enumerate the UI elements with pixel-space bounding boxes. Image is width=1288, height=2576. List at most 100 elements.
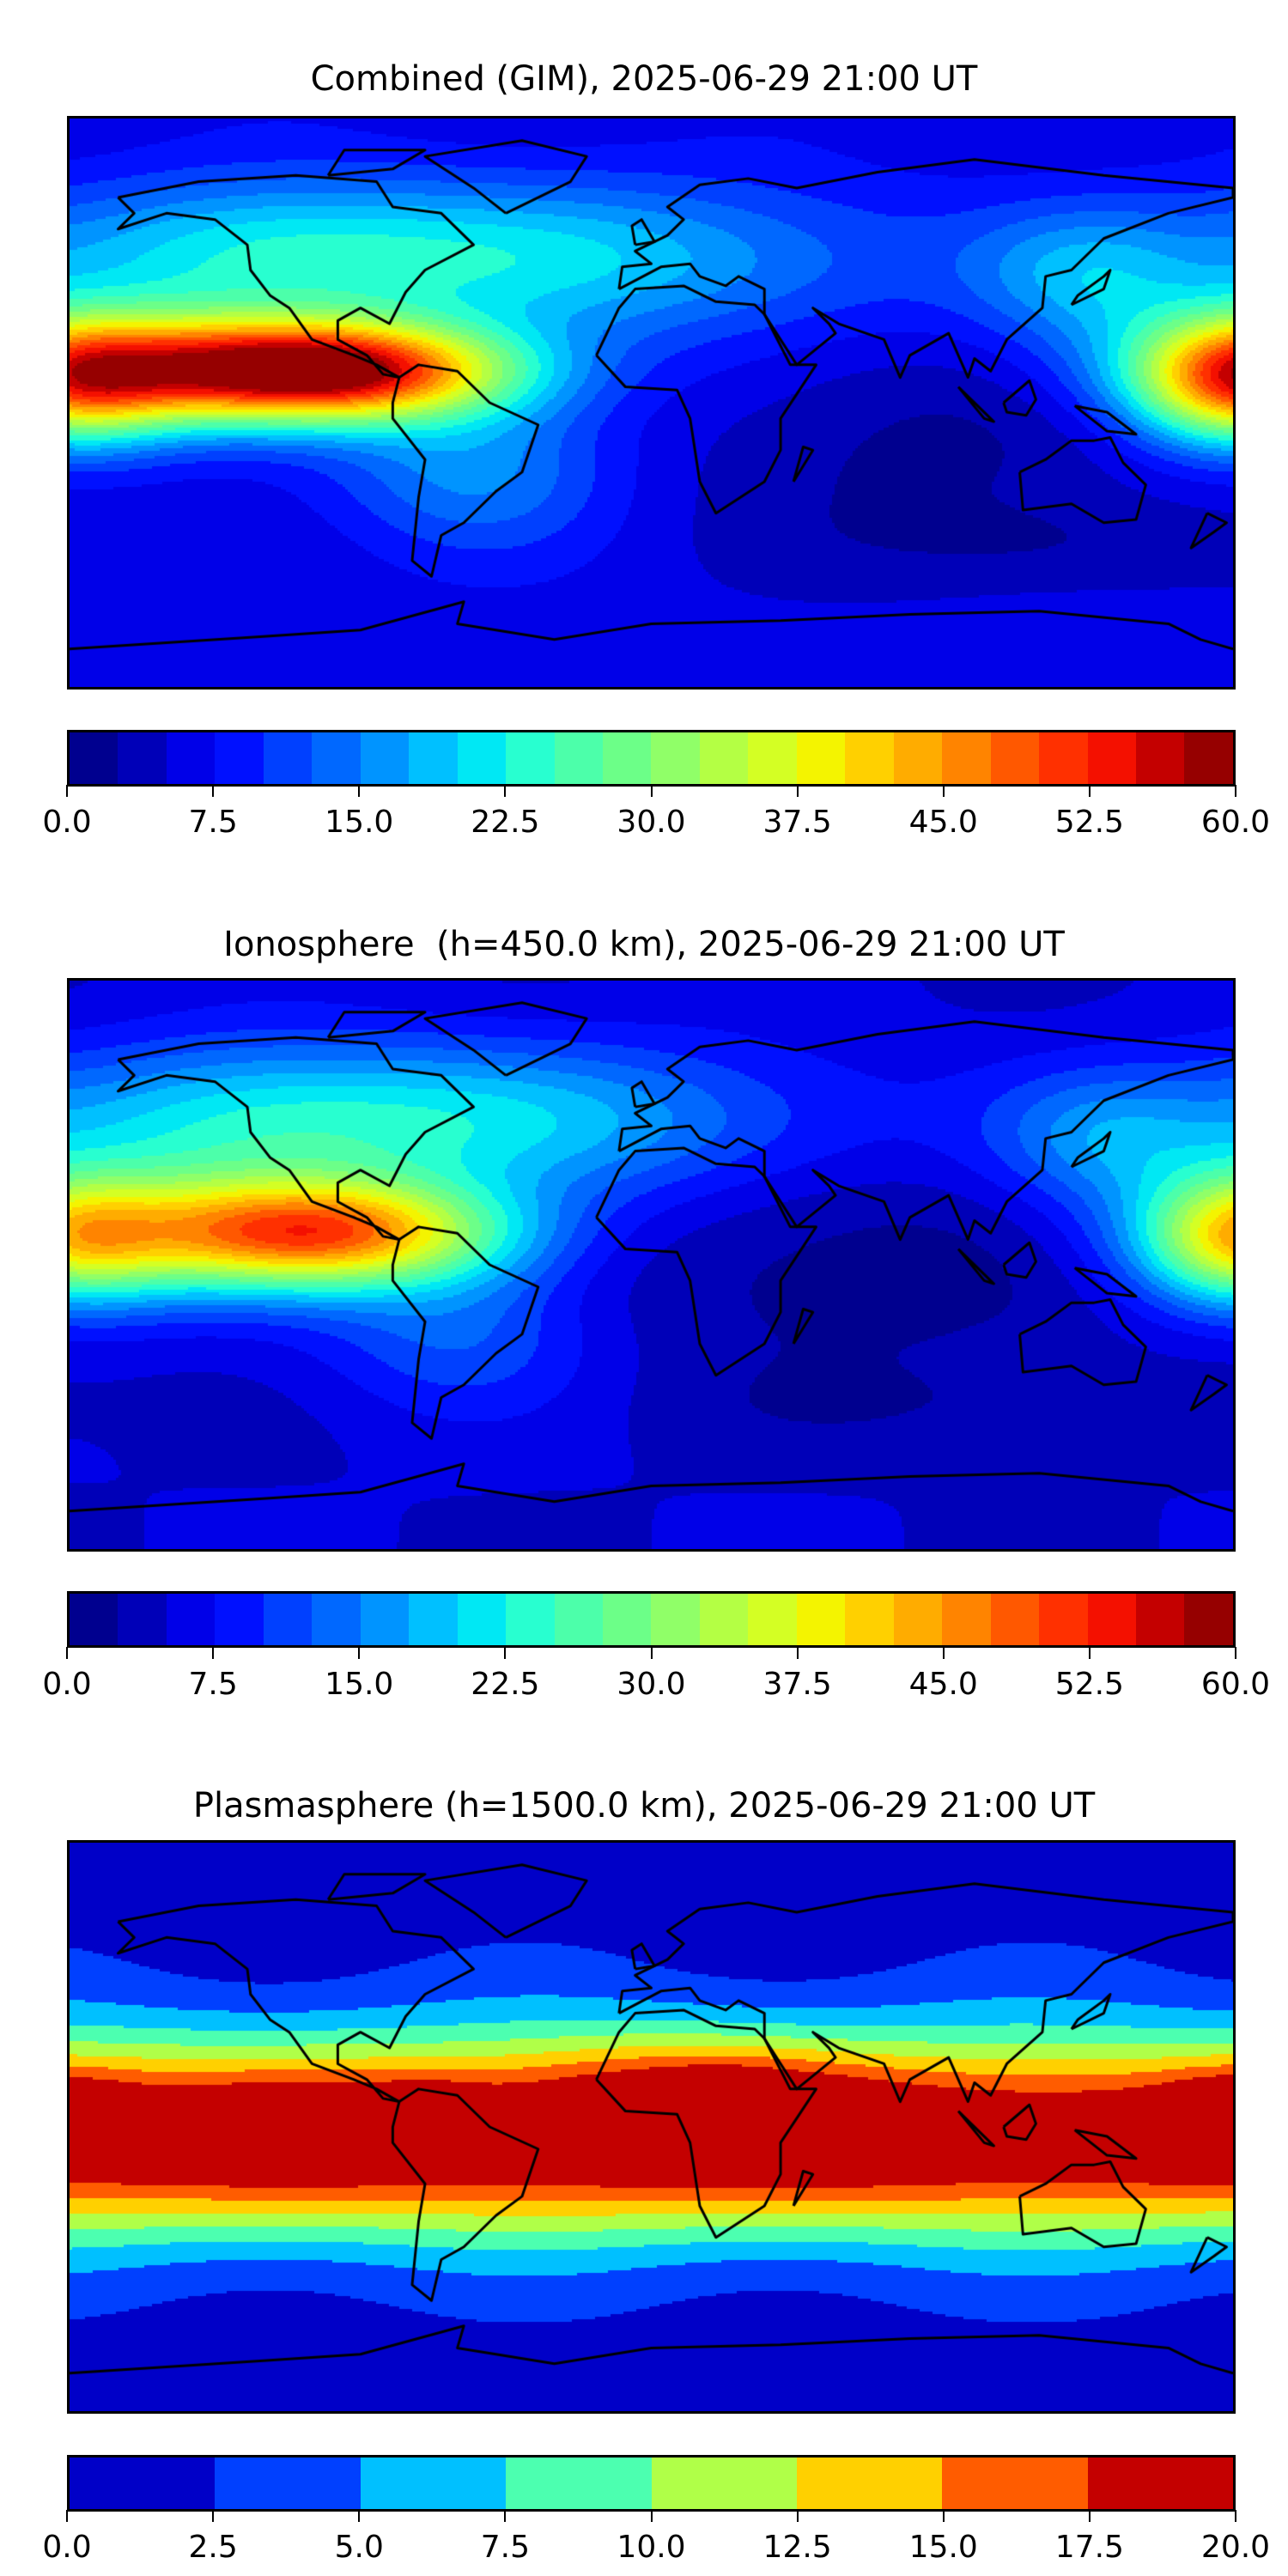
colorbar-tick-mark <box>358 785 361 797</box>
colorbar-segment <box>1087 732 1136 784</box>
plasmasphere-colorbar-ticks: 0.0 2.5 5.0 7.5 10.0 12.5 15.0 17.5 20.0 <box>42 2510 1270 2570</box>
colorbar-segment <box>215 2458 361 2509</box>
colorbar-segment <box>651 1594 700 1645</box>
colorbar-tick-mark <box>66 1647 68 1659</box>
colorbar-segment <box>942 1594 991 1645</box>
colorbar-segment <box>409 732 458 784</box>
colorbar-tick-label: 0.0 <box>42 1667 92 1702</box>
colorbar-segment <box>118 732 167 784</box>
colorbar-tick-mark <box>504 1647 507 1659</box>
colorbar-segment <box>942 732 991 784</box>
combined-colorbar-ticks: 0.0 7.5 15.0 22.5 30.0 37.5 45.0 52.5 60.0 <box>42 785 1270 845</box>
ionosphere-colorbar <box>67 1591 1236 1648</box>
colorbar-segment <box>651 2458 797 2509</box>
colorbar-tick-label: 17.5 <box>1054 2530 1124 2565</box>
colorbar-tick-label: 5.0 <box>334 2530 384 2565</box>
colorbar-tick-label: 52.5 <box>1054 805 1124 840</box>
colorbar-tick-mark <box>504 2510 507 2522</box>
colorbar-tick-mark <box>1088 2510 1091 2522</box>
colorbar-tick-mark <box>1088 1647 1091 1659</box>
colorbar-segment <box>942 2458 1088 2509</box>
colorbar-segment <box>990 1594 1040 1645</box>
colorbar-tick-label: 7.5 <box>188 805 238 840</box>
colorbar-segment <box>699 732 749 784</box>
colorbar-segment <box>70 2458 216 2509</box>
colorbar-tick-label: 37.5 <box>762 1667 832 1702</box>
colorbar-segment <box>360 1594 410 1645</box>
colorbar-segment <box>215 732 264 784</box>
colorbar-segment <box>748 1594 797 1645</box>
colorbar-segment <box>457 732 507 784</box>
colorbar-segment <box>796 732 846 784</box>
colorbar-segment <box>166 1594 216 1645</box>
colorbar-tick-mark <box>212 2510 215 2522</box>
colorbar-segment <box>1087 1594 1136 1645</box>
colorbar-tick-label: 15.0 <box>325 805 394 840</box>
colorbar-tick-label: 7.5 <box>480 2530 531 2565</box>
ionosphere-map <box>67 978 1236 1552</box>
colorbar-tick-mark <box>212 785 215 797</box>
colorbar-tick-label: 12.5 <box>762 2530 832 2565</box>
colorbar-tick-mark <box>504 785 507 797</box>
combined-contour-plot <box>70 118 1233 687</box>
colorbar-tick-label: 7.5 <box>188 1667 238 1702</box>
colorbar-tick-mark <box>66 2510 68 2522</box>
ionosphere-title: Ionosphere (h=450.0 km), 2025-06-29 21:0… <box>223 925 1065 964</box>
plasmasphere-colorbar <box>67 2455 1236 2512</box>
colorbar-tick-label: 30.0 <box>617 1667 686 1702</box>
colorbar-segment <box>312 732 361 784</box>
colorbar-tick-mark <box>1235 2510 1236 2522</box>
colorbar-segment <box>845 732 894 784</box>
combined-colorbar <box>67 730 1236 787</box>
colorbar-tick-label: 60.0 <box>1200 805 1271 840</box>
plasmasphere-contour-plot <box>70 1843 1233 2411</box>
colorbar-segment <box>1039 1594 1088 1645</box>
colorbar-segment <box>166 732 216 784</box>
colorbar-tick-mark <box>358 1647 361 1659</box>
colorbar-tick-label: 45.0 <box>908 805 978 840</box>
colorbar-segment <box>70 1594 118 1645</box>
colorbar-segment <box>1184 732 1233 784</box>
colorbar-tick-label: 0.0 <box>42 2530 92 2565</box>
colorbar-segment <box>360 2458 507 2509</box>
colorbar-segment <box>796 2458 943 2509</box>
colorbar-tick-mark <box>66 785 68 797</box>
colorbar-tick-label: 22.5 <box>471 805 540 840</box>
colorbar-tick-mark <box>796 1647 799 1659</box>
colorbar-tick-label: 20.0 <box>1200 2530 1271 2565</box>
colorbar-segment <box>215 1594 264 1645</box>
colorbar-segment <box>1135 732 1185 784</box>
colorbar-tick-label: 60.0 <box>1200 1667 1271 1702</box>
colorbar-tick-mark <box>1235 1647 1236 1659</box>
colorbar-segment <box>1039 732 1088 784</box>
colorbar-segment <box>602 732 652 784</box>
colorbar-tick-mark <box>1088 785 1091 797</box>
colorbar-tick-label: 37.5 <box>762 805 832 840</box>
colorbar-segment <box>796 1594 846 1645</box>
colorbar-segment <box>506 1594 555 1645</box>
colorbar-segment <box>118 1594 167 1645</box>
colorbar-tick-label: 30.0 <box>617 805 686 840</box>
colorbar-tick-mark <box>212 1647 215 1659</box>
colorbar-tick-mark <box>796 2510 799 2522</box>
colorbar-segment <box>699 1594 749 1645</box>
colorbar-segment <box>990 732 1040 784</box>
colorbar-segment <box>457 1594 507 1645</box>
colorbar-segment <box>651 732 700 784</box>
colorbar-segment <box>893 1594 943 1645</box>
colorbar-tick-label: 0.0 <box>42 805 92 840</box>
colorbar-tick-mark <box>650 1647 653 1659</box>
colorbar-tick-mark <box>650 785 653 797</box>
colorbar-tick-label: 15.0 <box>325 1667 394 1702</box>
ionosphere-contour-plot <box>70 981 1233 1549</box>
combined-title: Combined (GIM), 2025-06-29 21:00 UT <box>310 59 978 99</box>
colorbar-tick-label: 45.0 <box>908 1667 978 1702</box>
combined-map <box>67 116 1236 690</box>
colorbar-segment <box>554 732 603 784</box>
colorbar-segment <box>748 732 797 784</box>
colorbar-segment <box>409 1594 458 1645</box>
colorbar-segment <box>1135 1594 1185 1645</box>
colorbar-tick-mark <box>796 785 799 797</box>
colorbar-segment <box>263 1594 313 1645</box>
colorbar-tick-mark <box>942 2510 945 2522</box>
